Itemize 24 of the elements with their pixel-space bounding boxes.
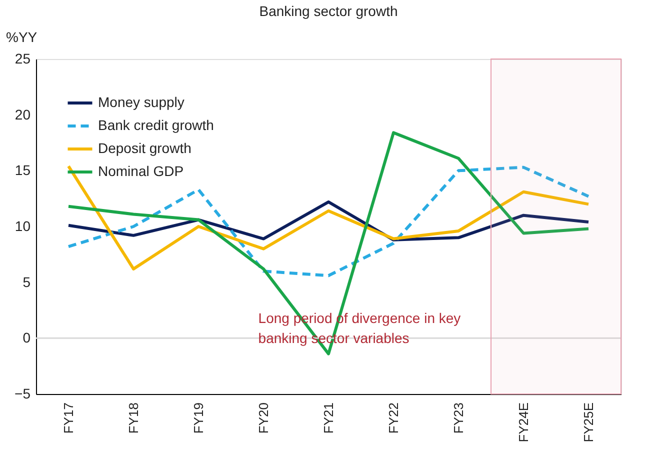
y-tick-label: 25 (14, 50, 31, 66)
y-tick-label: −5 (14, 386, 31, 402)
x-tick-label: FY18 (126, 402, 141, 434)
y-tick-label: 10 (14, 218, 31, 234)
x-tick-label: FY19 (191, 402, 206, 434)
y-tick-label: 0 (22, 330, 31, 346)
legend-label: Deposit growth (98, 140, 192, 156)
chart-title: Banking sector growth (259, 3, 398, 19)
legend-label: Money supply (98, 94, 184, 110)
x-tick-label: FY23 (451, 402, 466, 434)
x-tick-label: FY25E (581, 402, 596, 442)
legend-label: Nominal GDP (98, 163, 184, 179)
line-series (67, 200, 590, 242)
y-tick-label: 20 (14, 106, 31, 122)
x-tick-label: FY17 (61, 402, 76, 434)
y-tick-label: 15 (14, 162, 31, 178)
legend-label: Bank credit growth (98, 117, 214, 133)
y-tick-label: 5 (22, 274, 31, 290)
line-series (67, 131, 590, 356)
x-tick-label: FY22 (386, 402, 401, 434)
y-axis-title: %YY (6, 29, 38, 45)
x-tick-label: FY20 (256, 402, 271, 434)
x-tick-label: FY24E (516, 402, 531, 442)
x-tick-label: FY21 (321, 402, 336, 434)
